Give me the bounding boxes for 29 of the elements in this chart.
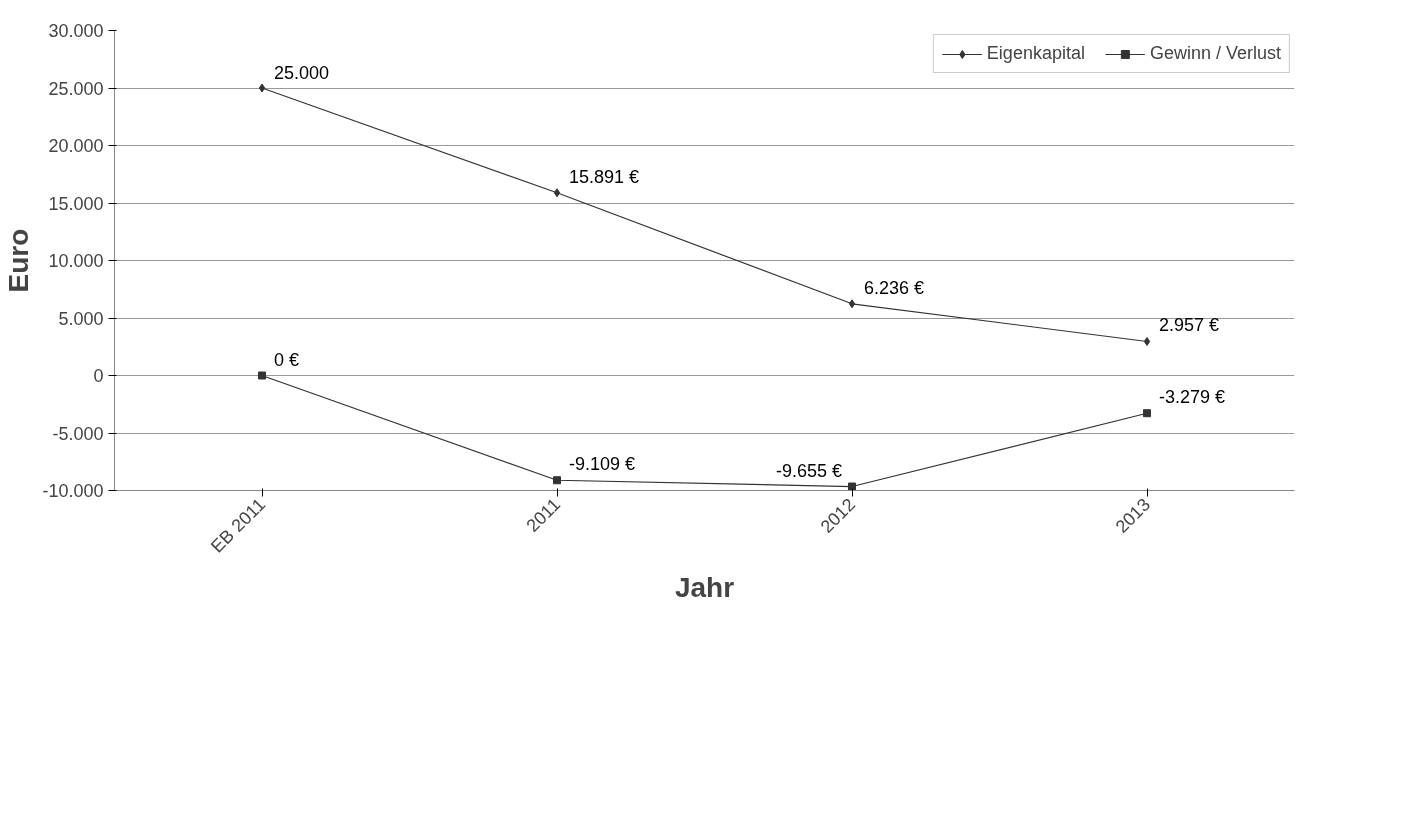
y-tick-label: -5.000 [52, 423, 104, 444]
y-tick-label: 25.000 [48, 78, 104, 99]
legend-label: Gewinn / Verlust [1149, 43, 1281, 64]
legend-label: Eigenkapital [986, 43, 1085, 64]
point [848, 482, 856, 491]
y-tick-label: 5.000 [58, 308, 104, 329]
data-label: -3.279 € [1159, 387, 1226, 408]
point [553, 188, 561, 198]
y-tick-label: 30.000 [48, 21, 104, 41]
y-tick-label: -10.000 [42, 481, 104, 501]
y-tick-label: 20.000 [48, 136, 104, 156]
point [1143, 409, 1151, 418]
point [258, 83, 266, 93]
y-tick-label: 15.000 [48, 193, 104, 214]
point [848, 299, 856, 309]
data-label: 25.000 [274, 62, 330, 83]
y-tick-label: 0 [93, 366, 104, 386]
data-label: 0 € [274, 349, 300, 370]
data-label: 15.891 € [569, 166, 640, 187]
point [1143, 336, 1151, 346]
y-tick-label: 10.000 [48, 251, 104, 271]
x-axis-title: Jahr [674, 571, 735, 603]
data-label: -9.655 € [775, 460, 843, 481]
data-label: 6.236 € [864, 277, 925, 298]
point [258, 371, 266, 380]
point [553, 476, 561, 485]
data-label: 2.957 € [1159, 315, 1220, 336]
y-axis-title: Euro [3, 228, 35, 293]
data-label: -9.109 € [569, 454, 636, 475]
